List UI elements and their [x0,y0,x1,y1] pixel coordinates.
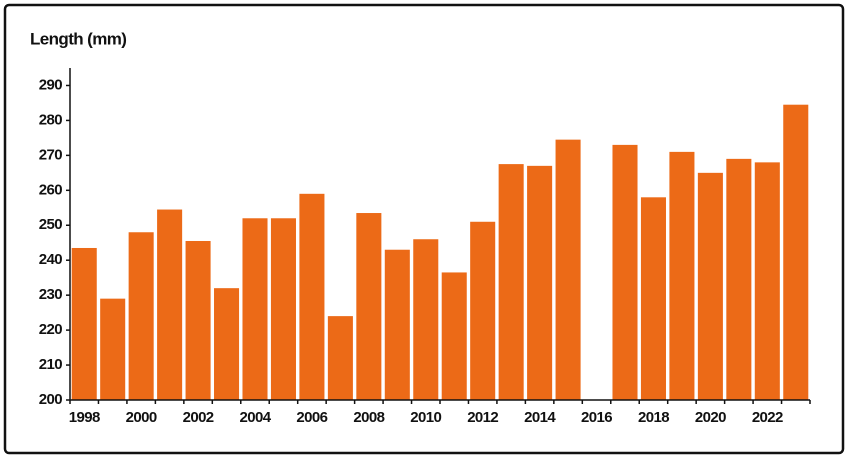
bar [612,144,638,400]
y-tick-label: 210 [39,356,62,373]
x-tick-label: 2008 [353,409,384,426]
y-tick-label: 230 [39,286,62,303]
x-tick-label: 2010 [410,409,441,426]
bar [527,165,553,400]
y-tick-label: 260 [39,181,62,198]
y-tick-label: 240 [39,251,62,268]
x-tick-label: 2004 [240,409,272,426]
bar [754,162,780,400]
bar [100,298,126,400]
bar [783,104,809,401]
bar [128,232,154,400]
x-tick-label: 2014 [524,409,556,426]
x-tick-label: 2022 [752,409,783,426]
x-tick-label: 2002 [183,409,214,426]
x-tick-label: 2020 [695,409,726,426]
bar [270,218,296,400]
bar [185,240,211,400]
y-tick-label: 250 [39,216,62,233]
bar [697,172,723,400]
bar [299,193,325,400]
x-tick-label: 1998 [69,409,100,426]
y-tick-label: 290 [39,76,62,93]
bar [441,272,467,400]
bar [726,158,752,400]
chart-title: Length (mm) [30,29,126,48]
bar [242,218,268,400]
y-tick-label: 200 [39,391,62,408]
bar [470,221,496,400]
bar [356,213,382,400]
bar [555,139,581,401]
y-tick-label: 280 [39,111,62,128]
bar [71,247,97,400]
bar [498,164,524,400]
x-tick-label: 2016 [581,409,612,426]
y-tick-label: 270 [39,146,62,163]
y-tick-label: 220 [39,321,62,338]
bar [214,288,240,400]
bar [327,316,353,400]
x-tick-label: 2000 [126,409,157,426]
x-tick-label: 2018 [638,409,669,426]
bar [640,197,666,400]
x-tick-label: 2006 [296,409,327,426]
bar [384,249,410,400]
bar [669,151,695,400]
x-tick-label: 2012 [467,409,498,426]
bar [157,209,183,400]
bar [413,239,439,400]
